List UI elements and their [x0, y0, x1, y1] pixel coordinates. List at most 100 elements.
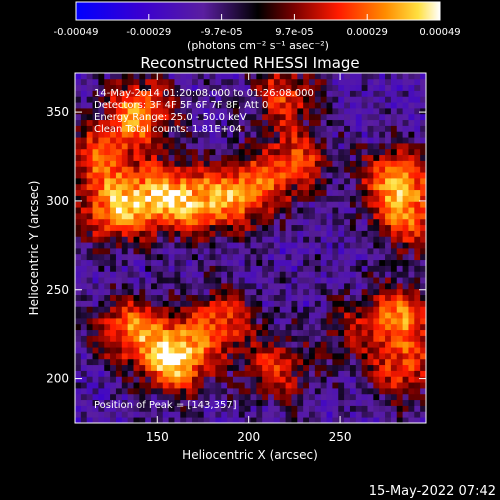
heatmap-cell	[110, 382, 117, 389]
heatmap-cell	[215, 143, 222, 150]
heatmap-cell	[92, 306, 99, 313]
heatmap-cell	[197, 160, 205, 167]
heatmap-cell	[127, 230, 134, 237]
heatmap-cell	[303, 335, 310, 342]
heatmap-cell	[396, 277, 403, 284]
heatmap-cell	[186, 73, 193, 80]
heatmap-cell	[338, 329, 345, 336]
heatmap-cell	[379, 294, 386, 301]
heatmap-cell	[215, 137, 222, 144]
heatmap-cell	[215, 411, 222, 418]
heatmap-cell	[355, 102, 363, 109]
heatmap-cell	[396, 178, 403, 185]
heatmap-cell	[92, 358, 99, 366]
heatmap-cell	[215, 189, 222, 196]
heatmap-cell	[104, 189, 111, 196]
heatmap-cell	[139, 370, 146, 377]
heatmap-cell	[367, 236, 374, 243]
heatmap-cell	[192, 78, 199, 86]
x-tick-label: 250	[329, 430, 352, 444]
heatmap-cell	[244, 201, 251, 208]
heatmap-cell	[408, 201, 415, 208]
heatmap-cell	[110, 417, 117, 424]
heatmap-cell	[314, 288, 322, 296]
heatmap-cell	[379, 417, 386, 424]
heatmap-cell	[338, 230, 345, 237]
heatmap-cell	[121, 154, 129, 161]
heatmap-cell	[115, 131, 123, 138]
heatmap-cell	[104, 166, 111, 173]
heatmap-cell	[121, 90, 129, 97]
heatmap-cell	[361, 358, 368, 366]
heatmap-cell	[203, 148, 210, 156]
heatmap-cell	[373, 411, 380, 418]
heatmap-cell	[168, 364, 175, 371]
heatmap-cell	[279, 271, 286, 278]
heatmap-cell	[344, 213, 351, 220]
heatmap-cell	[349, 265, 357, 272]
heatmap-cell	[285, 172, 292, 179]
heatmap-cell	[349, 312, 357, 319]
heatmap-cell	[349, 178, 357, 185]
heatmap-cell	[151, 224, 158, 231]
heatmap-cell	[402, 300, 409, 307]
heatmap-cell	[162, 376, 169, 383]
heatmap-cell	[92, 370, 99, 377]
heatmap-cell	[104, 172, 111, 179]
heatmap-cell	[139, 172, 146, 179]
heatmap-cell	[139, 306, 146, 313]
heatmap-cell	[420, 335, 427, 342]
heatmap-cell	[309, 195, 316, 202]
heatmap-cell	[273, 102, 281, 109]
heatmap-cell	[186, 90, 193, 97]
heatmap-cell	[349, 224, 357, 231]
heatmap-cell	[268, 393, 275, 401]
heatmap-cell	[402, 108, 409, 115]
heatmap-cell	[355, 335, 363, 342]
heatmap-cell	[279, 259, 286, 266]
heatmap-cell	[320, 148, 327, 156]
heatmap-cell	[344, 405, 351, 412]
heatmap-cell	[186, 207, 193, 214]
heatmap-cell	[75, 259, 82, 266]
heatmap-cell	[227, 73, 234, 80]
heatmap-cell	[332, 230, 339, 237]
heatmap-cell	[361, 178, 368, 185]
heatmap-cell	[285, 102, 292, 109]
heatmap-cell	[133, 417, 140, 424]
heatmap-cell	[390, 178, 398, 185]
heatmap-cell	[268, 154, 275, 161]
heatmap-cell	[326, 265, 333, 272]
heatmap-cell	[355, 376, 363, 383]
heatmap-cell	[285, 347, 292, 354]
heatmap-cell	[420, 148, 427, 156]
heatmap-cell	[227, 178, 234, 185]
heatmap-cell	[238, 131, 246, 138]
heatmap-cell	[408, 376, 415, 383]
heatmap-cell	[279, 312, 286, 319]
heatmap-cell	[402, 306, 409, 313]
heatmap-cell	[110, 189, 117, 196]
heatmap-cell	[203, 166, 210, 173]
heatmap-cell	[209, 96, 216, 103]
heatmap-cell	[338, 259, 345, 266]
heatmap-cell	[268, 341, 275, 348]
heatmap-cell	[121, 393, 129, 401]
heatmap-cell	[145, 108, 152, 115]
heatmap-cell	[98, 294, 105, 301]
heatmap-cell	[396, 259, 403, 266]
heatmap-cell	[162, 178, 169, 185]
heatmap-cell	[80, 242, 88, 249]
heatmap-cell	[192, 189, 199, 196]
heatmap-cell	[355, 166, 363, 173]
heatmap-cell	[244, 195, 251, 202]
heatmap-cell	[133, 207, 140, 214]
heatmap-cell	[326, 160, 333, 167]
heatmap-cell	[203, 78, 210, 86]
heatmap-cell	[174, 271, 181, 278]
heatmap-cell	[303, 189, 310, 196]
heatmap-cell	[250, 242, 257, 249]
heatmap-cell	[402, 265, 409, 272]
heatmap-cell	[244, 102, 251, 109]
heatmap-cell	[197, 183, 205, 191]
